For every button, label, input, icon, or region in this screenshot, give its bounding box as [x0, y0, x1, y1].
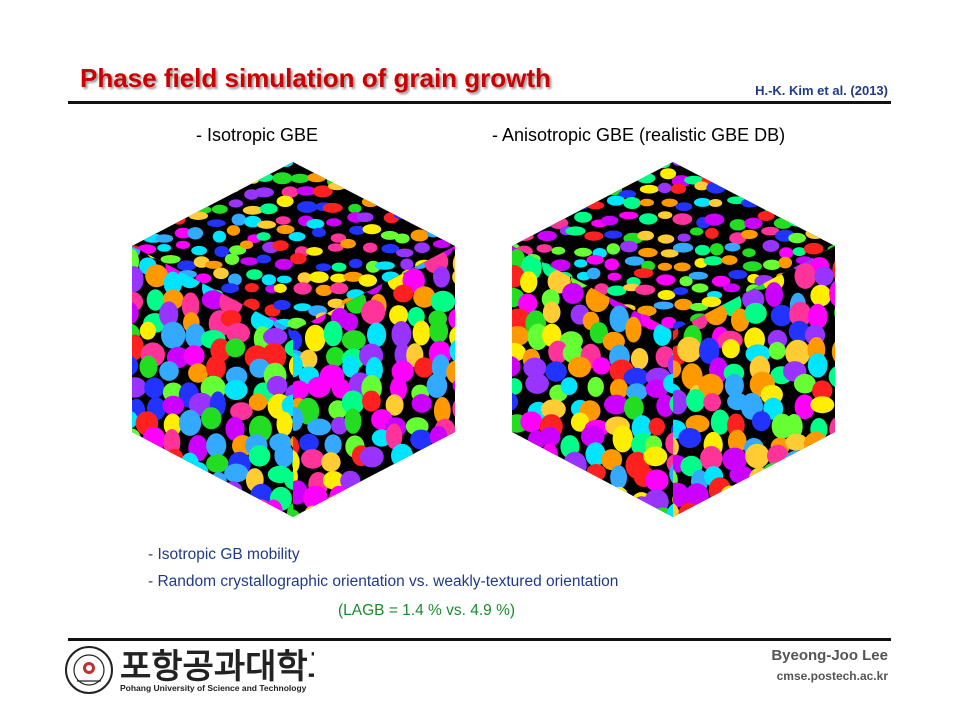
footer-divider [68, 638, 891, 641]
reference-citation: H.-K. Kim et al. (2013) [755, 83, 888, 98]
title-divider [68, 101, 891, 104]
bullet-list: - Isotropic GB mobility - Random crystal… [148, 546, 619, 619]
lagb-note: (LAGB = 1.4 % vs. 4.9 %) [338, 602, 516, 619]
website-url: cmse.postech.ac.kr [776, 669, 888, 683]
author-name: Byeong-Joo Lee [771, 647, 888, 664]
bullet-gb-mobility: - Isotropic GB mobility [148, 546, 300, 563]
anisotropic-grain-cube-image [512, 162, 835, 517]
university-name-english: Pohang University of Science and Technol… [120, 683, 307, 693]
bullet-orientation: - Random crystallographic orientation vs… [148, 573, 619, 590]
university-seal-icon [65, 646, 113, 694]
isotropic-grain-cube-image [132, 162, 455, 517]
right-panel-caption: - Anisotropic GBE (realistic GBE DB) [492, 125, 786, 145]
postech-logo: 포항공과대학교 Pohang University of Science and… [65, 646, 314, 694]
university-name-korean: 포항공과대학교 [120, 647, 314, 687]
slide-title: Phase field simulation of grain growth [80, 63, 551, 93]
left-panel-caption: - Isotropic GBE [196, 125, 319, 145]
